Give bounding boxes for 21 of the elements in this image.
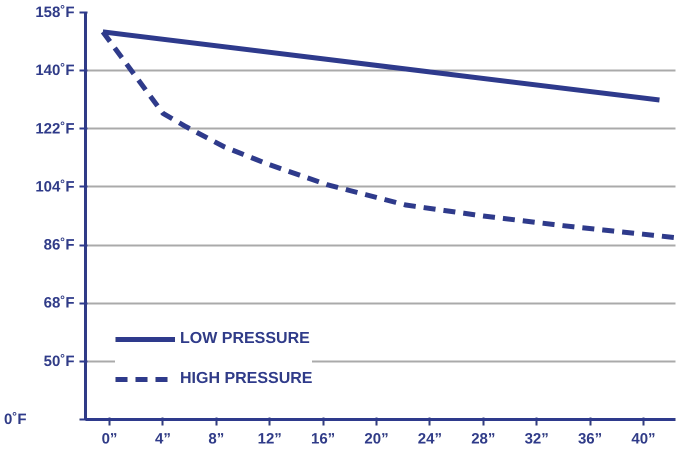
y-tick-label: 140˚F xyxy=(35,62,75,80)
x-tick-label: 24” xyxy=(418,430,442,448)
y-tick-label: 122˚F xyxy=(35,120,75,138)
y-tick-label: 158˚F xyxy=(35,4,75,21)
x-tick-label: 40” xyxy=(631,430,656,448)
x-tick-label: 0” xyxy=(102,430,118,448)
y-tick-label: 86˚F xyxy=(44,236,74,254)
text: 0˚F xyxy=(4,411,26,428)
y-tick-label: 50˚F xyxy=(44,352,74,370)
legend-label: HIGH PRESSURE xyxy=(180,370,312,388)
x-tick-label: 28” xyxy=(471,430,496,448)
legend-label: LOW PRESSURE xyxy=(180,330,310,348)
x-tick-label: 20” xyxy=(364,430,389,448)
x-tick-label: 16” xyxy=(311,430,336,448)
x-tick-label: 32” xyxy=(524,430,549,448)
x-tick-label: 12” xyxy=(258,430,282,448)
y-tick-label: 68˚F xyxy=(44,294,74,312)
x-tick-label: 8” xyxy=(208,430,224,448)
y-tick-label: 104˚F xyxy=(35,178,75,196)
x-tick-label: 36” xyxy=(578,430,602,448)
x-tick-label: 4” xyxy=(155,430,171,448)
